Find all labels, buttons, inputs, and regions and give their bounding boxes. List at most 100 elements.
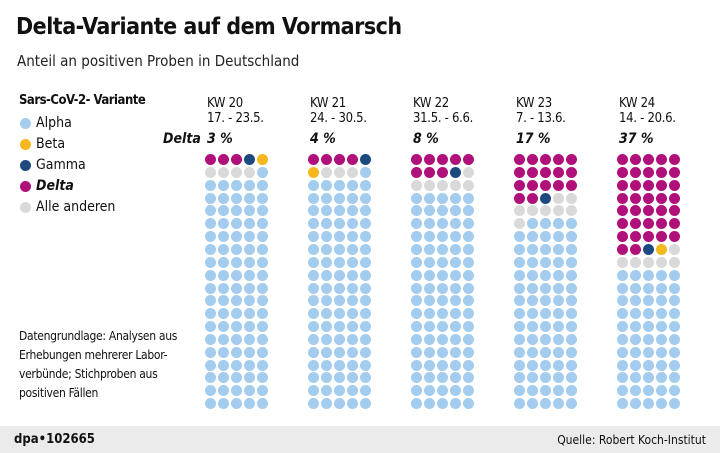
waffle-dot-alpha	[617, 359, 628, 371]
waffle-dot-alpha	[205, 295, 216, 307]
waffle-dot-alpha	[360, 308, 371, 320]
waffle-dot-alpha	[553, 398, 564, 410]
waffle-dot-alpha	[321, 295, 332, 307]
waffle-dot-delta	[514, 192, 525, 204]
waffle-dot-beta	[656, 243, 667, 255]
waffle-dot-alpha	[463, 243, 474, 255]
waffle-dot-alpha	[424, 295, 435, 307]
waffle-dot-alpha	[218, 205, 229, 217]
waffle-dot-alpha	[231, 333, 242, 345]
waffle-dot-alpha	[334, 346, 345, 358]
waffle-dot-alpha	[257, 243, 268, 255]
waffle-dot-alpha	[334, 398, 345, 410]
dpa-brand: dpa•102665	[14, 432, 95, 447]
waffle-dot-delta	[437, 166, 448, 178]
waffle-dot-alpha	[540, 308, 551, 320]
week-label: KW 24	[619, 96, 655, 111]
week-dates: 24. - 30.5.	[310, 111, 367, 126]
waffle-dot-alpha	[463, 359, 474, 371]
waffle-dot-alpha	[321, 192, 332, 204]
waffle-dot-alpha	[231, 308, 242, 320]
waffle-dot-alpha	[218, 372, 229, 384]
waffle-dot-delta	[450, 154, 461, 165]
waffle-dot-alpha	[669, 359, 680, 371]
waffle-dot-alpha	[244, 218, 255, 230]
waffle-dot-alpha	[656, 321, 667, 333]
waffle-dot-alpha	[553, 243, 564, 255]
legend-item-beta: Beta	[20, 136, 65, 152]
waffle-dot-alpha	[411, 205, 422, 217]
week-dates: 17. - 23.5.	[207, 111, 264, 126]
waffle-dot-alpha	[257, 398, 268, 410]
waffle-dot-alpha	[205, 282, 216, 294]
waffle-dot-alpha	[553, 295, 564, 307]
waffle-dot-alpha	[218, 398, 229, 410]
waffle-dot-gamma	[244, 154, 255, 165]
waffle-dot-delta	[321, 154, 332, 165]
waffle-dot-alpha	[630, 282, 641, 294]
waffle-dot-alpha	[527, 333, 538, 345]
waffle-dot-alpha	[514, 321, 525, 333]
waffle-dot-alpha	[514, 346, 525, 358]
waffle-dot-alpha	[347, 179, 358, 191]
waffle-dot-alpha	[540, 256, 551, 268]
waffle-dot-alpha	[527, 321, 538, 333]
waffle-dot-alpha	[231, 372, 242, 384]
waffle-dot-alle-anderen	[321, 166, 332, 178]
waffle-dot-alpha	[656, 346, 667, 358]
waffle-dot-alpha	[308, 333, 319, 345]
waffle-dot-delta	[540, 154, 551, 165]
waffle-dot-alpha	[553, 282, 564, 294]
waffle-dot-alpha	[643, 308, 654, 320]
waffle-dot-alpha	[360, 179, 371, 191]
waffle-dot-alpha	[463, 398, 474, 410]
waffle-dot-alpha	[308, 372, 319, 384]
waffle-dot-delta	[630, 192, 641, 204]
waffle-dot-alpha	[437, 282, 448, 294]
waffle-dot-alpha	[437, 192, 448, 204]
waffle-dot-alpha	[540, 359, 551, 371]
waffle-dot-alle-anderen	[669, 256, 680, 268]
footer-bar	[0, 426, 720, 453]
waffle-dot-alpha	[244, 231, 255, 243]
legend-dot-icon	[20, 201, 31, 213]
waffle-dot-alpha	[630, 308, 641, 320]
waffle-dot-alle-anderen	[437, 179, 448, 191]
waffle-dot-alpha	[257, 333, 268, 345]
waffle-dot-alpha	[669, 333, 680, 345]
waffle-dot-alpha	[347, 231, 358, 243]
waffle-dot-alpha	[553, 308, 564, 320]
waffle-dot-alle-anderen	[566, 192, 577, 204]
waffle-dot-alpha	[527, 231, 538, 243]
waffle-dot-alpha	[437, 385, 448, 397]
waffle-dot-alpha	[347, 372, 358, 384]
waffle-dot-alpha	[450, 385, 461, 397]
waffle-dot-alpha	[308, 269, 319, 281]
waffle-dot-alpha	[566, 308, 577, 320]
waffle-dot-delta	[617, 192, 628, 204]
waffle-dot-alpha	[308, 282, 319, 294]
waffle-dot-alpha	[669, 346, 680, 358]
waffle-dot-alpha	[205, 269, 216, 281]
waffle-dot-alpha	[540, 218, 551, 230]
waffle-dot-alpha	[257, 205, 268, 217]
waffle-dot-alpha	[411, 231, 422, 243]
waffle-dot-delta	[527, 179, 538, 191]
waffle-dot-delta	[553, 166, 564, 178]
waffle-dot-alpha	[450, 295, 461, 307]
waffle-dot-alpha	[643, 295, 654, 307]
waffle-dot-delta	[411, 166, 422, 178]
delta-percent-label: 17 %	[516, 131, 551, 147]
waffle-dot-delta	[424, 166, 435, 178]
waffle-dot-delta	[656, 166, 667, 178]
waffle-dot-alpha	[308, 179, 319, 191]
waffle-dot-alpha	[450, 205, 461, 217]
waffle-dot-gamma	[540, 192, 551, 204]
waffle-dot-alpha	[360, 282, 371, 294]
waffle-dot-alpha	[218, 218, 229, 230]
waffle-dot-delta	[656, 218, 667, 230]
waffle-dot-alpha	[321, 372, 332, 384]
waffle-dot-alle-anderen	[643, 256, 654, 268]
waffle-dot-alpha	[347, 333, 358, 345]
waffle-dot-alpha	[424, 205, 435, 217]
